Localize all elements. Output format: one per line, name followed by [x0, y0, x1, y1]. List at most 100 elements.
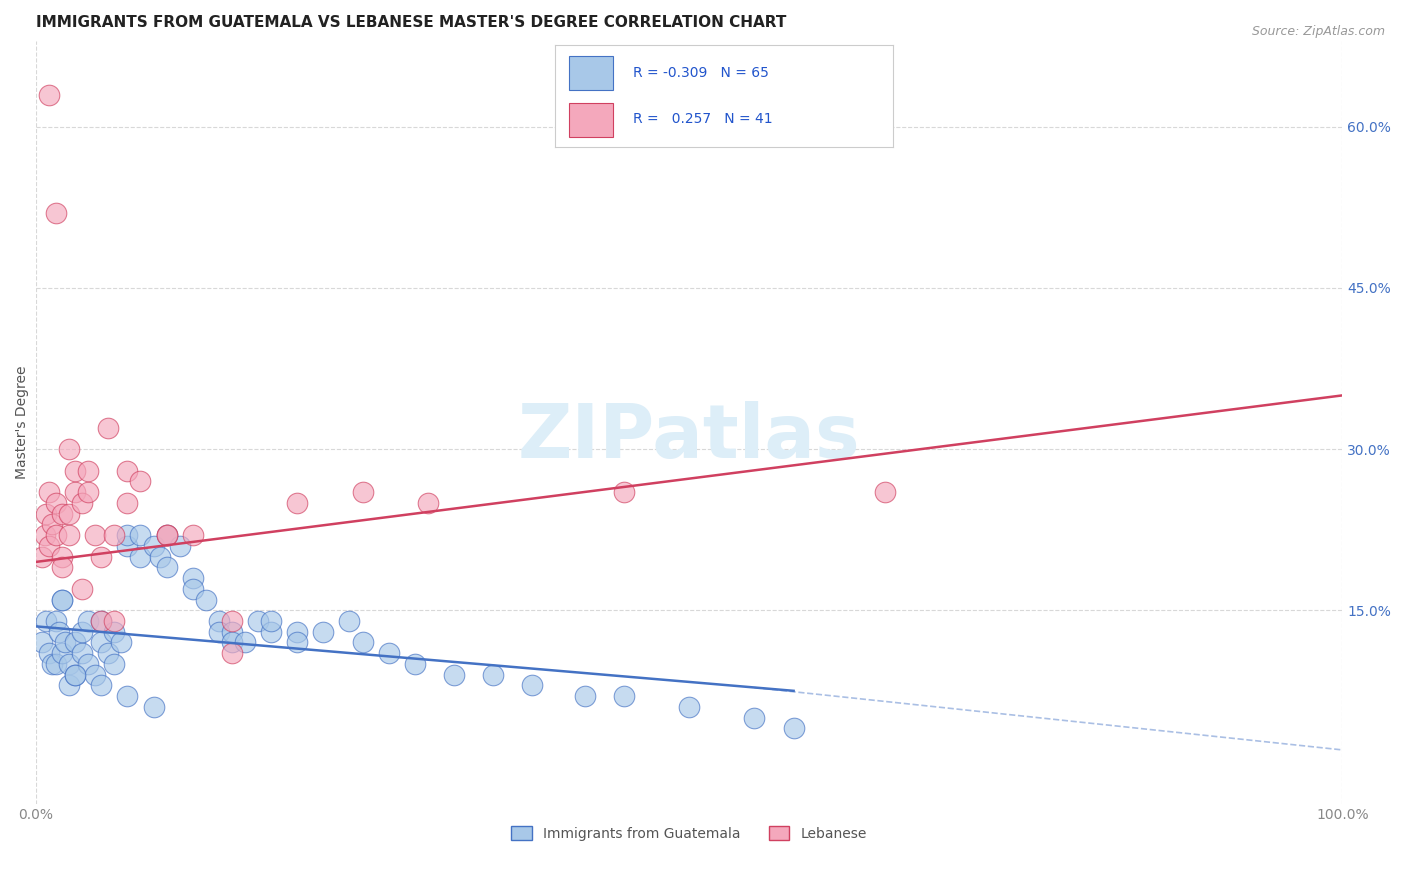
Immigrants from Guatemala [142, 700, 165, 714]
Lebanese [38, 539, 60, 553]
Immigrants from Guatemala [233, 635, 256, 649]
Immigrants from Guatemala [70, 646, 93, 660]
Lebanese [38, 485, 60, 500]
Immigrants from Guatemala [45, 657, 67, 671]
Immigrants from Guatemala [169, 539, 191, 553]
Immigrants from Guatemala [377, 646, 399, 660]
Immigrants from Guatemala [58, 678, 80, 692]
Lebanese [45, 206, 67, 220]
Lebanese [58, 528, 80, 542]
Immigrants from Guatemala [744, 711, 766, 725]
Immigrants from Guatemala [260, 614, 283, 628]
Immigrants from Guatemala [221, 635, 243, 649]
Immigrants from Guatemala [90, 678, 112, 692]
Lebanese [58, 507, 80, 521]
Lebanese [51, 549, 73, 564]
Immigrants from Guatemala [103, 657, 125, 671]
Immigrants from Guatemala [35, 614, 58, 628]
Lebanese [38, 87, 60, 102]
Immigrants from Guatemala [90, 614, 112, 628]
Immigrants from Guatemala [339, 614, 361, 628]
Immigrants from Guatemala [51, 646, 73, 660]
Immigrants from Guatemala [285, 624, 308, 639]
Immigrants from Guatemala [782, 722, 804, 736]
Immigrants from Guatemala [63, 667, 86, 681]
Immigrants from Guatemala [70, 624, 93, 639]
Immigrants from Guatemala [312, 624, 335, 639]
Lebanese [155, 528, 177, 542]
Lebanese [117, 496, 139, 510]
Immigrants from Guatemala [103, 624, 125, 639]
Y-axis label: Master's Degree: Master's Degree [15, 366, 30, 479]
Lebanese [97, 420, 120, 434]
Lebanese [45, 528, 67, 542]
Immigrants from Guatemala [38, 646, 60, 660]
Immigrants from Guatemala [181, 582, 204, 596]
Lebanese [103, 528, 125, 542]
Immigrants from Guatemala [352, 635, 374, 649]
Immigrants from Guatemala [678, 700, 700, 714]
Immigrants from Guatemala [45, 614, 67, 628]
Lebanese [70, 496, 93, 510]
Lebanese [613, 485, 636, 500]
Lebanese [34, 528, 56, 542]
Lebanese [35, 507, 58, 521]
Legend: Immigrants from Guatemala, Lebanese: Immigrants from Guatemala, Lebanese [506, 821, 873, 847]
Immigrants from Guatemala [260, 624, 283, 639]
Lebanese [221, 646, 243, 660]
Immigrants from Guatemala [194, 592, 217, 607]
Immigrants from Guatemala [117, 689, 139, 703]
Lebanese [83, 528, 105, 542]
Immigrants from Guatemala [51, 592, 73, 607]
Immigrants from Guatemala [208, 624, 231, 639]
Lebanese [90, 614, 112, 628]
Lebanese [221, 614, 243, 628]
Lebanese [181, 528, 204, 542]
Immigrants from Guatemala [53, 635, 76, 649]
Immigrants from Guatemala [247, 614, 270, 628]
Lebanese [58, 442, 80, 456]
Immigrants from Guatemala [51, 592, 73, 607]
Lebanese [416, 496, 439, 510]
Lebanese [51, 560, 73, 574]
Immigrants from Guatemala [221, 624, 243, 639]
Lebanese [873, 485, 896, 500]
Immigrants from Guatemala [155, 560, 177, 574]
Text: R =   0.257   N = 41: R = 0.257 N = 41 [633, 112, 773, 126]
Immigrants from Guatemala [41, 657, 63, 671]
Immigrants from Guatemala [97, 646, 120, 660]
Lebanese [70, 582, 93, 596]
Lebanese [117, 464, 139, 478]
Immigrants from Guatemala [149, 549, 172, 564]
Lebanese [45, 496, 67, 510]
Lebanese [155, 528, 177, 542]
Immigrants from Guatemala [117, 528, 139, 542]
Lebanese [63, 485, 86, 500]
Lebanese [51, 507, 73, 521]
Lebanese [41, 517, 63, 532]
Immigrants from Guatemala [155, 528, 177, 542]
Immigrants from Guatemala [404, 657, 426, 671]
Immigrants from Guatemala [574, 689, 596, 703]
Immigrants from Guatemala [63, 635, 86, 649]
Lebanese [103, 614, 125, 628]
Immigrants from Guatemala [129, 528, 152, 542]
Immigrants from Guatemala [63, 667, 86, 681]
Immigrants from Guatemala [77, 657, 100, 671]
Lebanese [352, 485, 374, 500]
Lebanese [31, 549, 53, 564]
Immigrants from Guatemala [613, 689, 636, 703]
Text: IMMIGRANTS FROM GUATEMALA VS LEBANESE MASTER'S DEGREE CORRELATION CHART: IMMIGRANTS FROM GUATEMALA VS LEBANESE MA… [37, 15, 786, 30]
Immigrants from Guatemala [522, 678, 544, 692]
Immigrants from Guatemala [110, 635, 132, 649]
Immigrants from Guatemala [58, 657, 80, 671]
Immigrants from Guatemala [129, 549, 152, 564]
Immigrants from Guatemala [117, 539, 139, 553]
Immigrants from Guatemala [181, 571, 204, 585]
Immigrants from Guatemala [208, 614, 231, 628]
Immigrants from Guatemala [285, 635, 308, 649]
Text: Source: ZipAtlas.com: Source: ZipAtlas.com [1251, 25, 1385, 38]
Immigrants from Guatemala [31, 635, 53, 649]
Lebanese [285, 496, 308, 510]
Immigrants from Guatemala [48, 624, 70, 639]
